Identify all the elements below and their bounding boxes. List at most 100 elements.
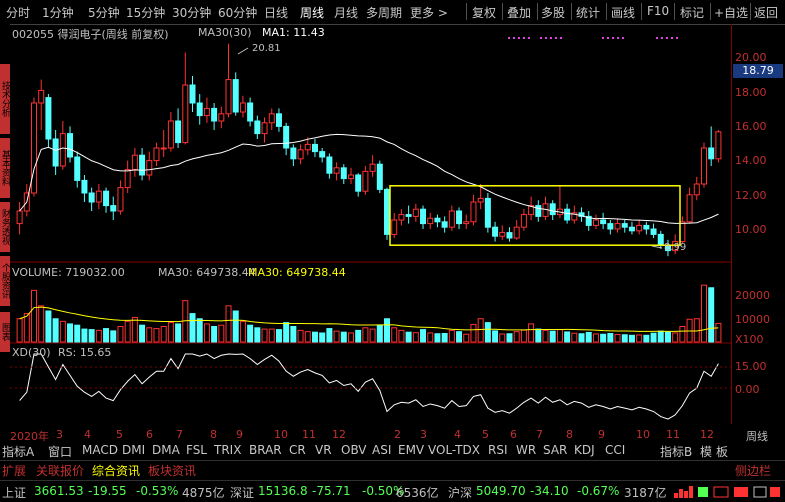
chart-area[interactable]: 002055 得润电子(周线 前复权) MA30(30) MA1: 11.43 …: [10, 24, 732, 424]
indicator-tab-emv[interactable]: EMV: [398, 443, 425, 457]
candle-body: [110, 205, 117, 212]
left-tab-basic[interactable]: 基本资料: [0, 138, 10, 198]
candle-body: [153, 147, 160, 162]
indicator-tab-obv[interactable]: OBV: [341, 443, 367, 457]
marker-dot: [666, 37, 668, 39]
marker-dot: [560, 37, 562, 39]
volume-tick: 10000: [735, 313, 770, 326]
multi-stock-button[interactable]: 多股: [541, 6, 566, 20]
candle-body: [412, 208, 419, 217]
period-more[interactable]: 更多 >: [410, 6, 448, 20]
month-tick: 10: [636, 428, 650, 441]
indicator-tab-trix[interactable]: TRIX: [214, 443, 242, 457]
marker-dot: [528, 37, 530, 39]
info-tab-sector[interactable]: 板块资讯: [148, 464, 197, 478]
period-5min[interactable]: 5分钟: [88, 6, 120, 20]
period-15min[interactable]: 15分钟: [126, 6, 166, 20]
period-fenshi[interactable]: 分时: [6, 6, 31, 20]
volume-bar: [38, 305, 45, 343]
indicator-tab-macd[interactable]: MACD: [82, 443, 118, 457]
marker-dot: [661, 37, 663, 39]
toolbar-divider: [750, 3, 751, 20]
marker-dot: [555, 37, 557, 39]
volume-bar: [600, 333, 607, 343]
back-button[interactable]: 返回: [754, 6, 779, 20]
indicator-tab-rsi[interactable]: RSI: [488, 443, 508, 457]
period-day[interactable]: 日线: [264, 6, 289, 20]
indicator-tab-a[interactable]: 指标A: [2, 445, 35, 459]
period-week[interactable]: 周线: [300, 6, 325, 20]
low-marker: 8.99: [664, 242, 687, 253]
add-watchlist-button[interactable]: +自选: [714, 6, 749, 20]
indicator-tab-voltdx[interactable]: VOL-TDX: [428, 443, 480, 457]
f10-button[interactable]: F10: [647, 4, 670, 18]
overlay-button[interactable]: 叠加: [507, 6, 532, 20]
statistics-button[interactable]: 统计: [576, 6, 601, 20]
volume-bar: [218, 324, 225, 343]
indicator-tab-sar[interactable]: SAR: [543, 443, 568, 457]
left-tab-tech[interactable]: 技术分析: [0, 64, 10, 134]
draw-line-button[interactable]: 画线: [611, 6, 636, 20]
sh-index-name[interactable]: 上证: [2, 486, 27, 500]
info-tab-related[interactable]: 关联报价: [36, 464, 85, 478]
month-tick: 11: [302, 428, 316, 441]
status-indicator-icons[interactable]: [672, 484, 782, 499]
volume-bar: [506, 333, 513, 343]
volume-bar: [340, 331, 347, 343]
volume-bar: [225, 305, 232, 343]
info-tab-news[interactable]: 综合资讯: [92, 464, 141, 478]
sz-index-name[interactable]: 深证: [230, 486, 255, 500]
sidebar-toggle[interactable]: 侧边栏: [735, 464, 772, 478]
indicator-tab-cr[interactable]: CR: [289, 443, 306, 457]
board-tab[interactable]: 板: [716, 445, 729, 459]
xd-line: [19, 353, 719, 420]
volume-bar: [578, 333, 585, 343]
volume-bar: [650, 332, 657, 343]
candle-body: [513, 226, 520, 239]
candle-body: [304, 143, 311, 151]
marker-dot: [508, 37, 510, 39]
indicator-tab-vr[interactable]: VR: [315, 443, 332, 457]
period-60min[interactable]: 60分钟: [218, 6, 258, 20]
candle-body: [405, 214, 412, 217]
template-tab[interactable]: 模: [700, 445, 713, 459]
volume-bar: [369, 328, 376, 343]
low-arrow: [651, 245, 663, 249]
indicator-tab-brar[interactable]: BRAR: [249, 443, 282, 457]
indicator-tab-asi[interactable]: ASI: [372, 443, 392, 457]
left-tab-chart[interactable]: 图表: [0, 312, 10, 352]
indicator-tab-kdj[interactable]: KDJ: [574, 443, 595, 457]
mark-button[interactable]: 标记: [680, 6, 705, 20]
indicator-tab-cci[interactable]: CCI: [605, 443, 626, 457]
candle-body: [203, 107, 210, 117]
hs-index-pct: -0.67%: [577, 484, 620, 498]
volume-bar: [499, 333, 506, 343]
kline-chart[interactable]: [10, 24, 731, 424]
volume-bar: [592, 333, 599, 343]
candle-body: [477, 197, 484, 203]
indicator-tab-dma[interactable]: DMA: [152, 443, 180, 457]
volume-bar: [398, 329, 405, 343]
volume-bar: [88, 329, 95, 343]
sz-index-amount: 6536亿: [396, 486, 439, 500]
month-tick: 7: [176, 428, 183, 441]
left-tab-finance[interactable]: 财务透视: [0, 202, 10, 252]
indicator-tab-dmi[interactable]: DMI: [122, 443, 146, 457]
restore-rights-button[interactable]: 复权: [472, 6, 497, 20]
indicator-tab-b[interactable]: 指标B: [660, 445, 693, 459]
candle-body: [564, 208, 571, 221]
left-tab-news[interactable]: 个股资讯: [0, 256, 10, 306]
indicator-tab-fsl[interactable]: FSL: [186, 443, 207, 457]
hs-index-name[interactable]: 沪深: [448, 486, 473, 500]
indicator-tab-window[interactable]: 窗口: [48, 445, 73, 459]
period-month[interactable]: 月线: [334, 6, 359, 20]
period-30min[interactable]: 30分钟: [172, 6, 212, 20]
period-1min[interactable]: 1分钟: [42, 6, 74, 20]
indicator-tab-wr[interactable]: WR: [516, 443, 537, 457]
candle-body: [333, 167, 340, 174]
candle-body: [578, 212, 585, 217]
volume-bar: [614, 334, 621, 343]
info-tab-extend[interactable]: 扩展: [2, 464, 27, 478]
volume-bar: [607, 332, 614, 343]
period-multi[interactable]: 多周期: [366, 6, 403, 20]
